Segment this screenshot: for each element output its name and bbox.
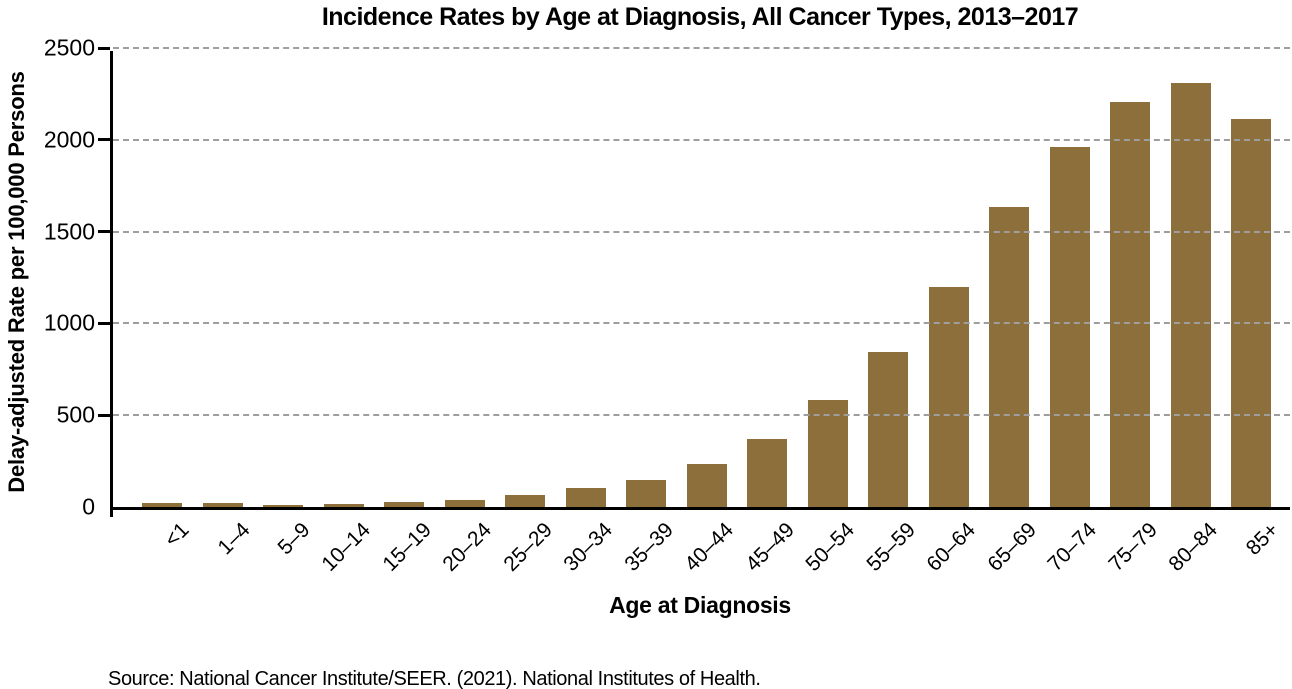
bar <box>807 400 848 507</box>
x-tick-label: 50–54 <box>801 518 860 576</box>
bar <box>1170 83 1211 507</box>
bar <box>384 502 425 507</box>
gridline <box>113 47 1290 49</box>
bar-group: 65–69 <box>979 51 1041 576</box>
x-tick-label: 25–29 <box>499 518 557 576</box>
source-text: Source: National Cancer Institute/SEER. … <box>108 668 761 689</box>
bar <box>1049 146 1090 507</box>
x-tick-label: 30–34 <box>559 518 618 576</box>
y-tick-mark <box>98 46 110 50</box>
bar <box>323 504 364 507</box>
x-axis-title: Age at Diagnosis <box>609 592 791 618</box>
bar-group: 55–59 <box>858 51 920 576</box>
bar <box>868 351 909 507</box>
y-tick-label: 2500 <box>43 34 95 61</box>
bar-group: 15–19 <box>374 51 436 576</box>
y-axis-title: Delay-adjusted Rate per 100,000 Persons <box>4 71 29 493</box>
bar-group: 50–54 <box>798 51 859 576</box>
plot-area: <1 1–4 5–9 10–14 15–19 20–24 25–29 30–34 35–39 40… <box>44 36 1290 576</box>
gridline <box>113 414 1290 417</box>
x-tick-label: 40–44 <box>680 518 739 576</box>
x-tick-label: 45–49 <box>741 518 799 576</box>
bar <box>989 206 1030 507</box>
bar-group: 80–84 <box>1161 51 1222 576</box>
gridline <box>113 138 1290 141</box>
bar-group: <1 <box>132 51 194 551</box>
y-tick-label: 2000 <box>43 126 95 153</box>
y-tick-label: 0 <box>82 493 95 520</box>
bar <box>686 463 727 507</box>
bar <box>505 494 546 507</box>
y-tick-label: 500 <box>56 401 95 428</box>
bar-group: 70–74 <box>1040 51 1101 576</box>
bar-group: 30–34 <box>556 51 617 576</box>
chart-title: Incidence Rates by Age at Diagnosis, All… <box>321 3 1079 31</box>
bar-group: 75–79 <box>1100 51 1162 576</box>
y-axis-overhang <box>110 507 113 517</box>
x-tick-label: 55–59 <box>862 518 920 576</box>
x-tick-label: 15–19 <box>378 518 436 576</box>
bar-group: 85+ <box>1221 51 1283 560</box>
bar-group: 35–39 <box>616 51 678 576</box>
x-tick-label: 10–14 <box>317 518 376 576</box>
y-tick-label: 1500 <box>43 218 95 245</box>
bar <box>263 504 304 507</box>
x-tick-label: 35–39 <box>620 518 678 576</box>
bar <box>747 438 788 507</box>
bar-group: 45–49 <box>737 51 799 576</box>
y-tick-mark <box>98 138 110 142</box>
bar-group: 10–14 <box>314 51 375 576</box>
bar <box>202 502 243 507</box>
gridline <box>113 322 1290 325</box>
bar <box>142 502 183 507</box>
bar-group: 5–9 <box>253 51 315 559</box>
y-tick-mark <box>98 321 110 325</box>
y-tick-label: 1000 <box>43 309 95 336</box>
x-tick-label: 1–4 <box>213 518 255 560</box>
x-tick-label: 80–84 <box>1164 518 1223 576</box>
x-tick-label: 85+ <box>1241 518 1283 560</box>
bar-group: 60–64 <box>919 51 980 576</box>
gridline <box>113 230 1290 233</box>
x-tick-label: 20–24 <box>438 518 497 576</box>
bar <box>565 488 606 507</box>
x-tick-label: <1 <box>160 518 194 552</box>
x-tick-label: 60–64 <box>922 518 981 576</box>
x-tick-label: 5–9 <box>273 518 315 560</box>
x-tick-label: 75–79 <box>1104 518 1162 576</box>
bar <box>928 287 969 507</box>
bars: <1 1–4 5–9 10–14 15–19 20–24 25–29 30–34 35–39 40… <box>113 51 1290 576</box>
bar-group: 25–29 <box>495 51 557 576</box>
y-tick-mark <box>98 230 110 234</box>
bar <box>1231 119 1272 507</box>
bar-group: 20–24 <box>435 51 496 576</box>
x-tick-label: 70–74 <box>1043 518 1102 576</box>
x-tick-label: 65–69 <box>983 518 1041 576</box>
bar <box>626 479 667 507</box>
bar <box>1110 102 1151 507</box>
bar-group: 40–44 <box>677 51 738 576</box>
y-tick-mark <box>98 413 110 417</box>
bar <box>444 499 485 507</box>
bar-group: 1–4 <box>193 51 254 559</box>
